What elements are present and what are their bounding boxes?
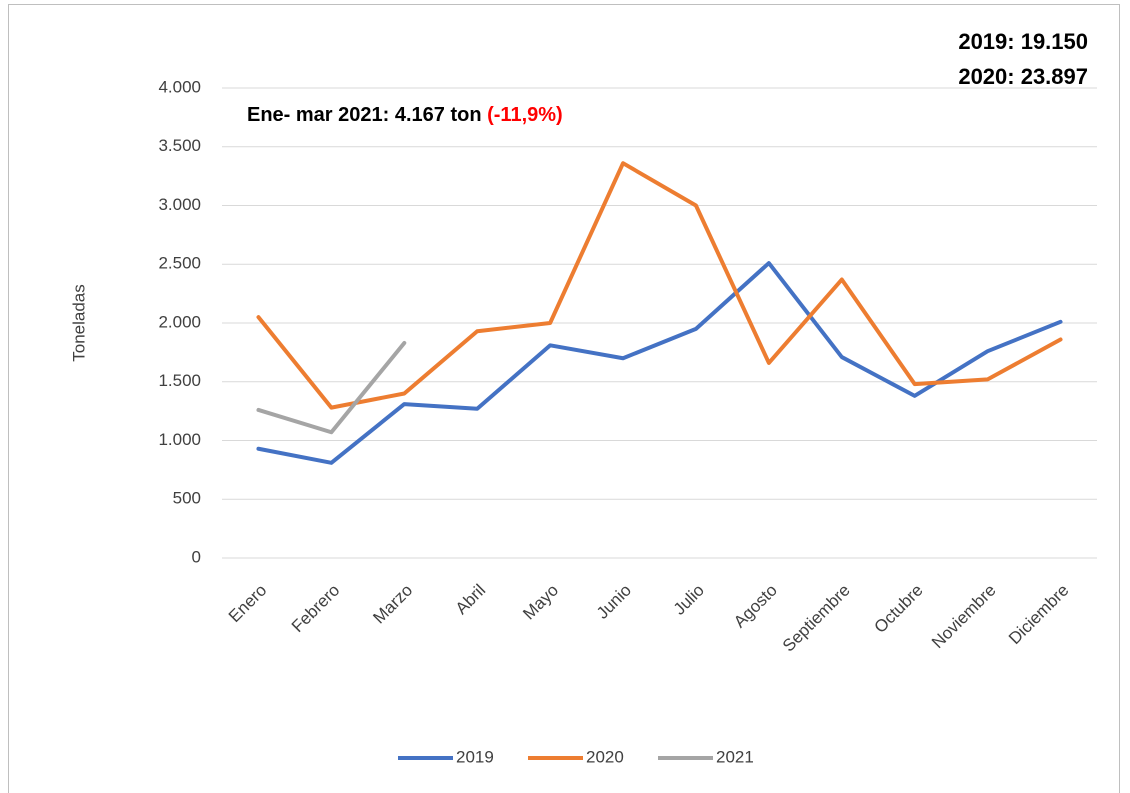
annotation: 2020: 23.897 [958, 64, 1088, 89]
legend-label: 2019 [456, 747, 494, 766]
y-tick-label: 1.500 [158, 371, 201, 390]
note: Ene- mar 2021: 4.167 ton (-11,9%) [247, 104, 563, 126]
note-highlight: (-11,9%) [487, 104, 563, 126]
grid [222, 87, 1097, 559]
y-tick-label: 3.500 [158, 136, 201, 155]
series-line [256, 161, 1063, 410]
y-axis-label: Toneladas [69, 284, 88, 362]
y-tick-label: 0 [192, 547, 201, 566]
legend-label: 2020 [586, 747, 624, 766]
y-tick-label: 1.000 [158, 430, 201, 449]
note-text: Ene- mar 2021: 4.167 ton [247, 104, 487, 126]
legend-label: 2021 [716, 747, 754, 766]
series-line [256, 340, 407, 435]
y-tick-label: 3.000 [158, 195, 201, 214]
y-tick-label: 2.500 [158, 254, 201, 273]
y-tick-label: 500 [173, 489, 201, 508]
series-line [256, 261, 1063, 465]
chart-frame [8, 4, 1120, 793]
annotation: 2019: 19.150 [958, 29, 1088, 54]
y-tick-label: 4.000 [158, 77, 201, 96]
y-tick-label: 2.000 [158, 312, 201, 331]
